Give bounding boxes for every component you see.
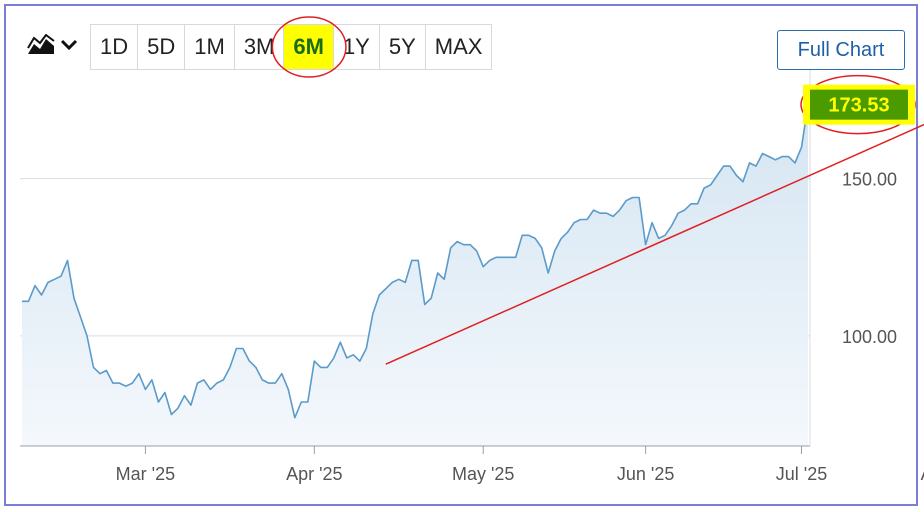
range-button-5d[interactable]: 5D: [138, 25, 186, 69]
x-tick-label: Jul '25: [776, 464, 827, 484]
range-button-1d[interactable]: 1D: [91, 25, 139, 69]
series-area: [22, 104, 808, 446]
last-price-label: 173.53: [828, 95, 889, 117]
highlight-ellipse-6m: [271, 16, 347, 78]
x-tick-label: Mar '25: [116, 464, 175, 484]
x-tick-label: May '25: [452, 464, 514, 484]
range-button-6m[interactable]: 6M: [284, 25, 334, 69]
range-button-1m[interactable]: 1M: [185, 25, 235, 69]
x-tick-label: Apr '25: [286, 464, 342, 484]
range-button-max[interactable]: MAX: [425, 25, 492, 69]
chart-type-toggle[interactable]: [26, 34, 78, 56]
full-chart-button[interactable]: Full Chart: [777, 30, 905, 70]
x-tick-label: Jun '25: [617, 464, 674, 484]
last-price-box: [810, 89, 908, 120]
range-button-5y[interactable]: 5Y: [379, 25, 426, 69]
y-tick-label: 150.00: [842, 170, 897, 190]
series-line: [22, 104, 809, 419]
trend-arrow: [385, 123, 924, 365]
y-tick-label: 100.00: [842, 327, 897, 347]
x-tick-label: Aug '25: [921, 464, 924, 484]
chevron-down-icon: [60, 39, 78, 51]
area-chart-icon: [27, 34, 55, 54]
